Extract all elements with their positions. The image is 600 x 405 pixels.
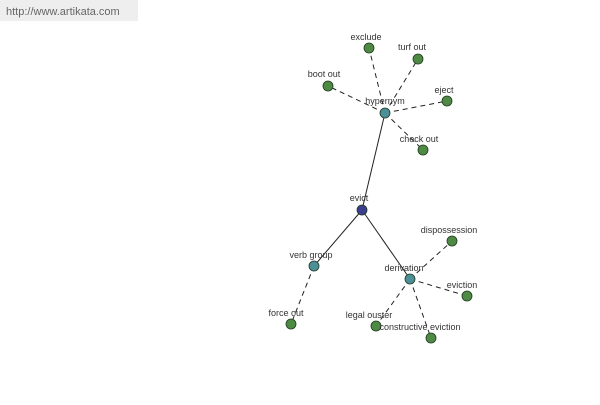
- edge: [409, 278, 468, 297]
- node-label: hypernym: [365, 96, 405, 106]
- edge: [375, 278, 411, 327]
- node-label: eject: [434, 85, 454, 95]
- edge: [409, 278, 432, 339]
- node-label: derivation: [384, 263, 423, 273]
- edge: [361, 112, 386, 211]
- node: [356, 204, 368, 216]
- node: [461, 290, 473, 302]
- node-label: verb group: [289, 250, 332, 260]
- node-label: check out: [400, 134, 439, 144]
- edge: [384, 58, 419, 114]
- edge: [290, 265, 315, 325]
- edge: [313, 209, 363, 267]
- node-label: eviction: [447, 280, 478, 290]
- node-label: evict: [350, 193, 369, 203]
- node: [404, 273, 416, 285]
- edge: [409, 240, 453, 280]
- node: [379, 107, 391, 119]
- node: [441, 95, 453, 107]
- header-url: http://www.artikata.com: [6, 6, 120, 18]
- node: [322, 80, 334, 92]
- node: [412, 53, 424, 65]
- node: [363, 42, 375, 54]
- node-label: force out: [268, 308, 304, 318]
- node: [308, 260, 320, 272]
- edge: [384, 112, 424, 151]
- node: [370, 320, 382, 332]
- node: [285, 318, 297, 330]
- edges: [290, 47, 468, 339]
- node-label: constructive eviction: [379, 322, 460, 332]
- node: [417, 144, 429, 156]
- edge: [384, 100, 448, 114]
- edge: [361, 209, 411, 280]
- edge: [327, 85, 386, 114]
- header-bg: [0, 0, 138, 21]
- node-label: exclude: [350, 32, 381, 42]
- edge: [368, 47, 386, 114]
- node-label: legal ouster: [346, 310, 393, 320]
- node-label: dispossession: [421, 225, 478, 235]
- node-label: turf out: [398, 42, 427, 52]
- nodes: evict hypernym exclude turf out boot out ejec…: [268, 32, 478, 344]
- node-label: boot out: [308, 69, 341, 79]
- node: [446, 235, 458, 247]
- node: [425, 332, 437, 344]
